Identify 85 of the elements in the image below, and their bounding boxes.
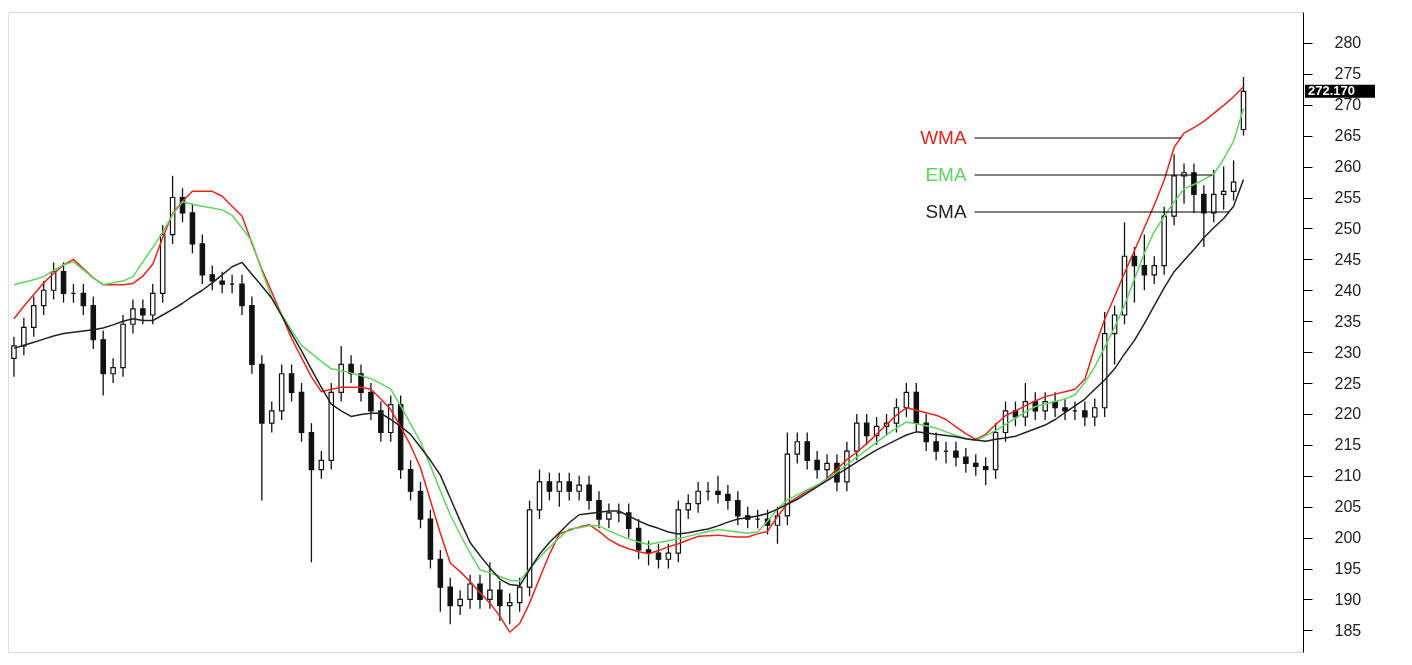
candlestick xyxy=(40,280,47,316)
candlestick xyxy=(457,589,463,616)
candlestick xyxy=(735,490,741,526)
candlestick xyxy=(982,456,989,486)
candlestick xyxy=(506,592,513,625)
candlestick xyxy=(566,472,573,502)
candlestick xyxy=(715,475,721,505)
candlestick xyxy=(219,271,225,294)
candlestick xyxy=(1042,391,1048,421)
candlestick xyxy=(31,295,37,338)
candlestick xyxy=(1220,165,1227,211)
candlestick xyxy=(814,450,820,480)
candlestick xyxy=(665,543,672,570)
candlestick xyxy=(1082,400,1088,427)
candlestick xyxy=(516,577,523,613)
candlestick xyxy=(378,400,384,443)
y-tick-label: 235 xyxy=(1334,312,1362,330)
text: 272.170 xyxy=(1308,83,1355,99)
candlestick xyxy=(140,298,146,325)
candlestick xyxy=(477,574,483,610)
text: EMA xyxy=(925,164,967,185)
candlestick xyxy=(209,264,216,291)
y-tick-label: 210 xyxy=(1334,467,1362,485)
candlestick xyxy=(725,484,731,511)
candlestick xyxy=(804,431,810,471)
y-tick-label: 225 xyxy=(1334,374,1362,392)
candlestick xyxy=(149,283,156,325)
y-tick-label: 280 xyxy=(1334,34,1362,52)
y-tick-label: 185 xyxy=(1334,621,1362,639)
candlestick xyxy=(685,493,691,520)
y-tick-label: 260 xyxy=(1334,158,1362,176)
y-tick-label: 275 xyxy=(1334,65,1362,83)
text: SMA xyxy=(925,201,967,222)
candlestick xyxy=(863,413,870,446)
y-tick-label: 270 xyxy=(1334,96,1362,114)
candlestick xyxy=(130,298,136,335)
candlestick xyxy=(368,382,374,421)
y-tick-label: 200 xyxy=(1334,529,1362,547)
candlestick xyxy=(606,502,612,529)
y-tick-label: 205 xyxy=(1334,498,1362,516)
candlestick xyxy=(447,577,454,625)
y-tick-label: 240 xyxy=(1334,281,1362,299)
candlestick xyxy=(655,543,662,570)
candlestick xyxy=(60,261,67,304)
text: WMA xyxy=(920,127,967,148)
candlestick xyxy=(1091,397,1098,427)
candlestick xyxy=(348,354,354,384)
candlestick xyxy=(1230,159,1237,202)
candlestick xyxy=(576,475,582,502)
y-tick-label: 255 xyxy=(1334,189,1362,207)
y-tick-label: 195 xyxy=(1334,560,1362,578)
candlestick xyxy=(596,490,602,529)
candlestick xyxy=(754,509,761,529)
candlestick xyxy=(625,502,632,539)
y-tick-label: 220 xyxy=(1334,405,1362,423)
candlestick xyxy=(586,475,592,511)
candlestick xyxy=(933,431,939,461)
candlestick xyxy=(268,400,275,434)
candlestick xyxy=(21,317,27,356)
candlestick xyxy=(467,574,473,610)
candlestick xyxy=(824,453,830,480)
candlestick xyxy=(953,441,959,468)
candlestick xyxy=(11,335,17,378)
candlestick xyxy=(487,561,493,610)
y-tick-label: 245 xyxy=(1334,250,1362,268)
candlestick xyxy=(288,363,295,403)
candlestick xyxy=(1201,184,1207,248)
candlestick xyxy=(973,453,979,477)
candlestick xyxy=(556,472,563,508)
y-tick-label: 265 xyxy=(1334,127,1362,145)
y-tick-label: 190 xyxy=(1334,590,1362,608)
y-tick-label: 250 xyxy=(1334,219,1362,237)
candlestick xyxy=(497,580,503,622)
candlestick xyxy=(546,472,553,502)
candlestick xyxy=(1210,169,1217,223)
candlestick xyxy=(1062,397,1068,421)
candlestick xyxy=(794,431,801,465)
candlestick xyxy=(110,357,116,384)
candlestick xyxy=(1151,255,1158,285)
candlestick xyxy=(963,447,969,474)
candlestick xyxy=(695,481,701,514)
y-tick-label: 215 xyxy=(1334,436,1362,454)
y-tick-label: 230 xyxy=(1334,343,1362,361)
candlestick xyxy=(239,274,245,316)
candlestick xyxy=(407,459,414,502)
